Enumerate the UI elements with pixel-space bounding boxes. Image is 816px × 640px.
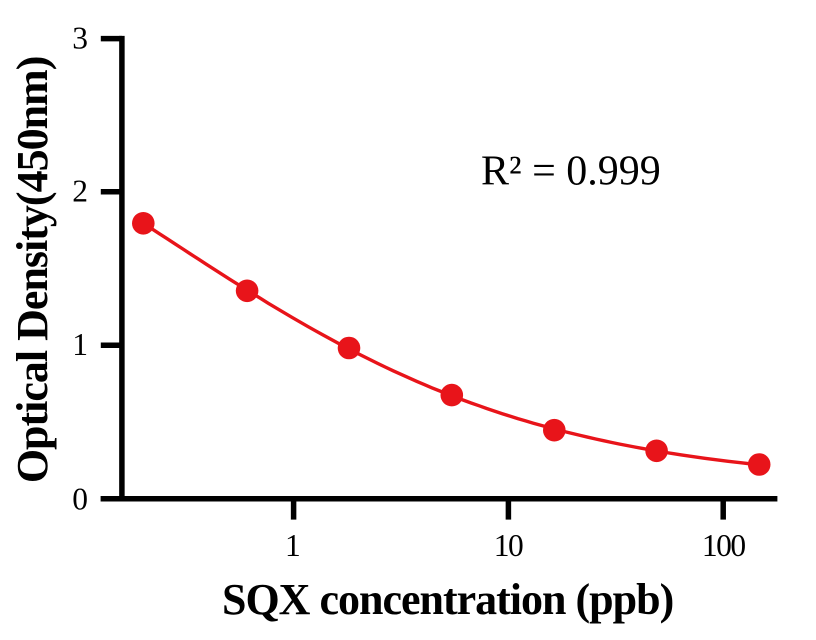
svg-text:2: 2 xyxy=(72,174,88,209)
svg-text:SQX concentration (ppb): SQX concentration (ppb) xyxy=(222,575,673,624)
svg-text:10: 10 xyxy=(494,528,523,563)
svg-text:100: 100 xyxy=(702,528,746,563)
svg-text:R² = 0.999: R² = 0.999 xyxy=(481,149,661,195)
svg-text:0: 0 xyxy=(72,482,88,517)
svg-text:3: 3 xyxy=(72,20,88,55)
svg-text:1: 1 xyxy=(285,528,301,563)
svg-text:Optical Density(450nm): Optical Density(450nm) xyxy=(8,57,57,484)
svg-text:1: 1 xyxy=(72,327,88,362)
